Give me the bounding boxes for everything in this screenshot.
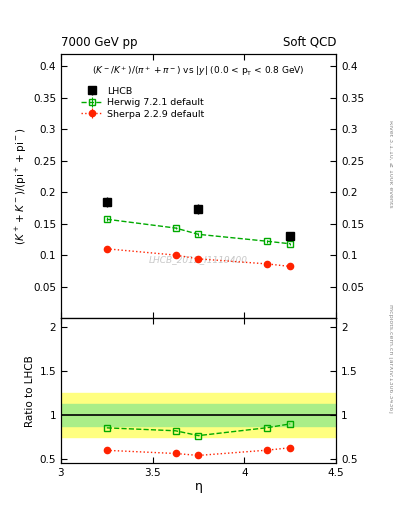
- Bar: [61, 404, 336, 426]
- Text: Soft QCD: Soft QCD: [283, 36, 336, 49]
- Text: 7000 GeV pp: 7000 GeV pp: [61, 36, 138, 49]
- Bar: [61, 393, 336, 437]
- Y-axis label: Ratio to LHCB: Ratio to LHCB: [25, 355, 35, 426]
- Text: $(K^-/K^+)/(\pi^++\pi^-)$ vs $|y|$ (0.0 < $\mathregular{p_T}$ < 0.8 GeV): $(K^-/K^+)/(\pi^++\pi^-)$ vs $|y|$ (0.0 …: [92, 65, 305, 78]
- X-axis label: η: η: [195, 480, 202, 493]
- Text: LHCB_2012_I1119400: LHCB_2012_I1119400: [149, 255, 248, 264]
- Legend: LHCB, Herwig 7.2.1 default, Sherpa 2.2.9 default: LHCB, Herwig 7.2.1 default, Sherpa 2.2.9…: [79, 85, 206, 120]
- Text: mcplots.cern.ch [arXiv:1306.3436]: mcplots.cern.ch [arXiv:1306.3436]: [388, 304, 393, 413]
- Text: Rivet 3.1.10, ≥ 100k events: Rivet 3.1.10, ≥ 100k events: [388, 120, 393, 208]
- Y-axis label: $(K^+ + K^-)/({\rm pi}^+ + {\rm pi}^-)$: $(K^+ + K^-)/({\rm pi}^+ + {\rm pi}^-)$: [14, 127, 29, 245]
